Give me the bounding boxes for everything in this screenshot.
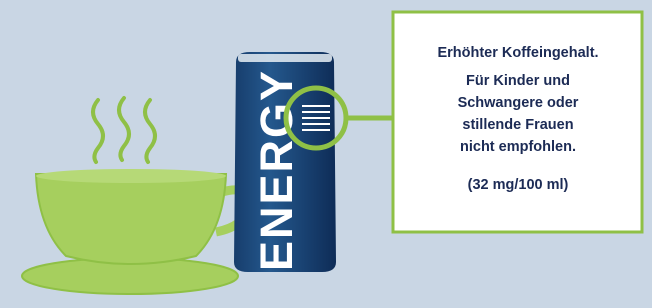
note-line: Erhöhter Koffeingehalt.	[437, 45, 598, 61]
illustration: ENERGY Erhöhter Koffeingehalt. Für Kinde…	[0, 0, 652, 303]
cup	[36, 174, 226, 264]
note-line: stillende Frauen	[462, 117, 573, 133]
can-rim	[238, 54, 332, 62]
note-line: Für Kinder und	[466, 73, 570, 89]
note-line: (32 mg/100 ml)	[468, 177, 569, 193]
cup-rim	[36, 169, 226, 183]
note-line: Schwangere oder	[458, 95, 579, 111]
page: ENERGY Erhöhter Koffeingehalt. Für Kinde…	[0, 0, 652, 303]
note-line: nicht empfohlen.	[460, 139, 576, 155]
